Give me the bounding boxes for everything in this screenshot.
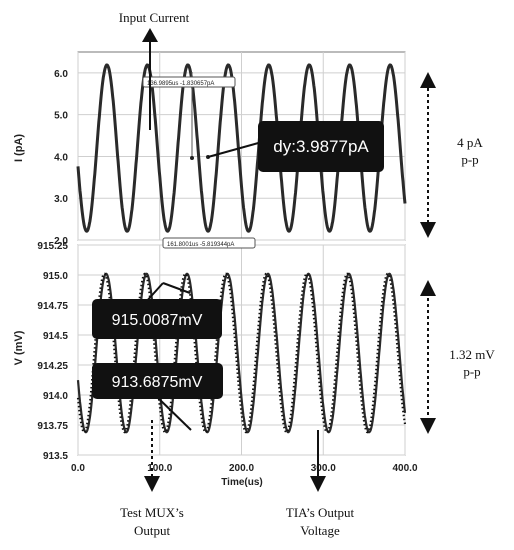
x-tick: 300.0 — [311, 463, 336, 474]
top-y-tick: 2.0 — [54, 236, 68, 247]
test-mux-label-line2: Output — [134, 523, 171, 538]
top-y-tick: 4.0 — [54, 152, 68, 163]
marker-dot — [190, 156, 194, 160]
input-current-label: Input Current — [119, 10, 190, 25]
min-annotation-text: 913.6875mV — [112, 374, 203, 391]
bottom-y-tick: 915.25 — [37, 241, 68, 252]
bottom-y-tick: 914.0 — [43, 391, 68, 402]
bottom-pp-label-line2: p-p — [463, 364, 480, 379]
x-axis-label: Time(us) — [221, 477, 263, 488]
tia-label-line1: TIA’s Output — [286, 505, 355, 520]
x-tick: 200.0 — [229, 463, 254, 474]
top-y-tick: 3.0 — [54, 194, 68, 205]
max-annotation-box — [92, 299, 222, 339]
marker-label-lower: 161.8001us -5.819344pA — [167, 242, 234, 248]
dy-pointer — [207, 141, 263, 158]
bottom-y-tick: 914.75 — [37, 301, 68, 312]
marker-box-upper — [142, 76, 236, 88]
x-tick: 400.0 — [392, 463, 417, 474]
dy-annotation-box — [258, 121, 384, 172]
arrow-head — [420, 222, 436, 238]
min-annotation-box — [92, 363, 223, 399]
input-current-waveform — [76, 63, 407, 233]
dy-annotation-text: dy:3.9877pA — [273, 137, 369, 156]
bottom-y-tick: 913.5 — [43, 451, 68, 462]
bottom-y-tick: 914.5 — [43, 331, 68, 342]
top-pp-label-line2: p-p — [461, 152, 478, 167]
min-pointer — [154, 394, 192, 431]
marker-box-lower — [162, 237, 256, 249]
marker-label-upper: 136.9895us -1.830657pA — [147, 81, 214, 87]
bottom-pp-label-line1: 1.32 mV — [449, 347, 495, 362]
bottom-y-tick: 914.25 — [37, 361, 68, 372]
arrow-head — [310, 476, 326, 492]
arrow-head — [420, 280, 436, 296]
test-mux-label-line1: Test MUX’s — [120, 505, 184, 520]
top-y-axis-label: I (pA) — [13, 134, 25, 162]
max-annotation-text: 915.0087mV — [112, 312, 203, 329]
top-pp-label-line1: 4 pA — [457, 135, 483, 150]
bottom-y-axis-label: V (mV) — [13, 330, 25, 365]
arrow-head — [420, 418, 436, 434]
top-y-tick: 5.0 — [54, 111, 68, 122]
x-tick: 100.0 — [147, 463, 172, 474]
bottom-y-tick: 915.0 — [43, 271, 68, 282]
bottom-y-tick: 913.75 — [37, 421, 68, 432]
tia-label-line2: Voltage — [300, 523, 340, 538]
arrow-head — [144, 476, 160, 492]
top-y-tick: 6.0 — [54, 69, 68, 80]
max-pointer — [162, 282, 191, 294]
x-tick: 0.0 — [71, 463, 85, 474]
arrow-head — [420, 72, 436, 88]
arrow-head — [142, 28, 158, 42]
